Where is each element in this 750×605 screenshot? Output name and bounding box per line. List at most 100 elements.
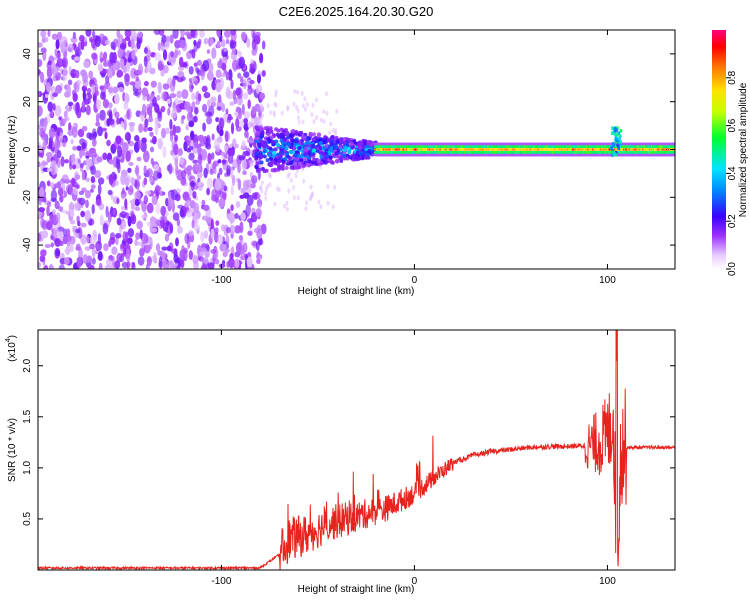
heatmap-cell: [174, 134, 178, 142]
heatmap-cell: [91, 128, 97, 140]
heatmap-cell: [211, 133, 215, 141]
heatmap-cell: [214, 79, 218, 84]
colorbar-tick-label: 0.8: [727, 70, 738, 84]
heatmap-cell: [319, 204, 323, 210]
heatmap-cell: [215, 220, 220, 226]
heatmap-cell: [290, 138, 295, 143]
heatmap-cell: [266, 103, 270, 109]
heatmap-cell: [310, 192, 314, 198]
heatmap-cell: [46, 205, 50, 217]
heatmap-cell: [169, 119, 173, 130]
heatmap-cell: [245, 203, 251, 216]
heatmap-cell: [114, 93, 120, 105]
heatmap-cell: [206, 187, 210, 196]
heatmap-cell: [234, 213, 239, 219]
heatmap-cell: [50, 242, 55, 248]
heatmap-cell: [72, 31, 77, 39]
heatmap-cell: [150, 94, 155, 100]
heatmap-cell: [87, 264, 95, 269]
heatmap-cell: [50, 197, 58, 203]
snr-y-tick-label: 1.0: [22, 460, 33, 474]
heatmap-cell: [257, 193, 261, 200]
heatmap-cell: [177, 66, 185, 71]
heatmap-cell: [270, 140, 275, 145]
heatmap-cell: [112, 208, 116, 216]
heatmap-cell: [70, 36, 78, 44]
heatmap-cell: [356, 142, 361, 147]
heatmap-cell: [361, 145, 365, 150]
heatmap-cell: [274, 89, 278, 95]
heatmap-cell: [218, 167, 223, 176]
heatmap-cell: [297, 146, 302, 150]
heatmap-cell: [178, 102, 186, 110]
heatmap-cell: [40, 30, 47, 38]
heatmap-cells: [38, 30, 675, 269]
heatmap-cell: [296, 108, 300, 114]
heatmap-cell: [210, 218, 214, 230]
heatmap-cell: [223, 30, 231, 38]
heatmap-cell: [196, 172, 203, 179]
heatmap-cell: [91, 257, 96, 265]
heatmap-cell: [160, 127, 167, 139]
heatmap-cell: [161, 215, 168, 225]
heatmap-cell: [90, 38, 97, 49]
heatmap-cell: [61, 174, 69, 182]
heatmap-cell: [56, 57, 64, 68]
heatmap-cell: [272, 168, 277, 173]
heatmap-cell: [305, 102, 309, 108]
heatmap-y-label: Frequency (Hz): [7, 116, 18, 185]
heatmap-cell: [38, 232, 42, 242]
heatmap-cell: [259, 92, 266, 100]
heatmap-cell: [74, 49, 82, 57]
heatmap-cell: [86, 132, 92, 139]
heatmap-cell: [155, 243, 161, 252]
heatmap-cell: [127, 167, 132, 173]
heatmap-cell: [46, 167, 53, 172]
heatmap-cell: [350, 153, 355, 158]
heatmap-cell: [617, 137, 621, 141]
heatmap-cell: [255, 161, 260, 166]
heatmap-cell: [254, 151, 259, 156]
heatmap-cell: [210, 96, 217, 103]
heatmap-cell: [156, 94, 161, 101]
heatmap-cell: [247, 139, 255, 144]
heatmap-cell: [60, 36, 68, 45]
heatmap-cell: [170, 189, 178, 201]
heatmap-cell: [285, 200, 289, 206]
heatmap-cell: [98, 262, 103, 269]
heatmap-cell: [188, 250, 193, 260]
heatmap-cell: [82, 254, 89, 264]
heatmap-cell: [277, 159, 282, 164]
heatmap-cell: [254, 165, 259, 170]
heatmap-cell: [324, 143, 329, 148]
heatmap-cell: [135, 110, 141, 118]
heatmap-cell: [308, 196, 312, 202]
heatmap-cell: [63, 110, 68, 119]
heatmap-cell: [222, 251, 228, 258]
heatmap-cell: [84, 210, 91, 222]
heatmap-cell: [57, 187, 64, 197]
heatmap-cell: [289, 150, 294, 155]
heatmap-cell: [240, 212, 246, 221]
heatmap-cell: [227, 113, 232, 119]
heatmap-cell: [235, 242, 242, 254]
heatmap-cell: [124, 30, 132, 38]
heatmap-cell: [56, 31, 63, 41]
heatmap-cell: [147, 221, 152, 227]
heatmap-cell: [94, 83, 99, 93]
heatmap-cell: [256, 251, 260, 258]
heatmap-cell: [124, 198, 128, 209]
heatmap-cell: [189, 130, 195, 141]
heatmap-cell: [110, 65, 115, 73]
heatmap-cell: [164, 233, 170, 242]
heatmap-cell: [130, 214, 137, 225]
heatmap-cell: [112, 86, 119, 94]
heatmap-cell: [94, 169, 102, 179]
heatmap-cell: [306, 141, 311, 145]
heatmap-cell: [160, 69, 165, 77]
heatmap-cell: [192, 159, 199, 164]
heatmap-cell: [196, 59, 202, 66]
heatmap-cell: [305, 162, 310, 167]
heatmap-cell: [203, 91, 211, 99]
heatmap-cell: [259, 103, 263, 109]
